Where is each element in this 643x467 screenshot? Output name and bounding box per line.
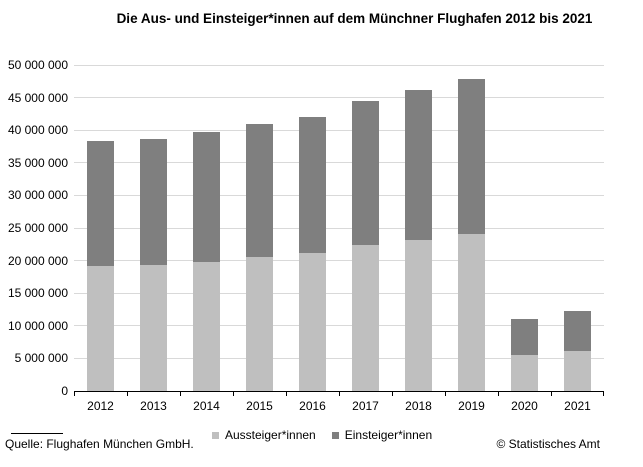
legend: Aussteiger*innen Einsteiger*innen (212, 428, 432, 442)
y-axis-tick-label: 20 000 000 (7, 253, 68, 268)
bar-segment-aussteiger (564, 350, 591, 391)
axis-tick-mark (74, 392, 75, 396)
chart-title: Die Aus- und Einsteiger*innen auf dem Mü… (116, 11, 593, 26)
y-axis-tick-label: 25 000 000 (7, 221, 68, 235)
gridline (74, 292, 604, 294)
bar-segment-aussteiger (299, 253, 326, 391)
legend-swatch-aussteiger (212, 431, 219, 439)
x-axis-tick-label: 2018 (405, 399, 432, 413)
y-axis-tick-label: 15 000 000 (7, 286, 68, 301)
x-axis-tick-label: 2012 (87, 399, 114, 413)
bar-segment-aussteiger (405, 240, 432, 391)
axis-tick-mark (603, 392, 604, 396)
axis-tick-mark (286, 392, 287, 396)
x-axis-tick-label: 2021 (564, 399, 591, 413)
gridline (74, 357, 604, 359)
legend-item-aussteiger: Aussteiger*innen (212, 428, 316, 442)
plot-area (74, 64, 604, 396)
y-axis: 0 5 000 000 10 000 000 15 000 000 20 000 000… (0, 58, 68, 398)
bar-segment-einsteiger (352, 100, 379, 245)
gridline (74, 64, 604, 66)
bar-segment-einsteiger (193, 132, 220, 262)
x-axis-tick-label: 2014 (193, 399, 220, 413)
source-separator-line (11, 433, 63, 434)
bar-segment-einsteiger (140, 139, 167, 266)
y-axis-tick-label: 45 000 000 (7, 90, 68, 105)
axis-tick-mark (498, 392, 499, 396)
gridline (74, 194, 604, 196)
axis-tick-mark (233, 392, 234, 396)
gridline (74, 227, 604, 229)
y-axis-tick-label: 35 000 000 (7, 155, 68, 170)
x-axis-tick-label: 2016 (299, 399, 326, 413)
axis-tick-mark (551, 392, 552, 396)
x-axis: 2012 2013 2014 2015 2016 2017 2018 2019 2020 2021 (74, 399, 604, 413)
legend-swatch-einsteiger (331, 431, 339, 439)
x-axis-tick-label: 2020 (511, 399, 538, 413)
x-axis-tick-label: 2019 (458, 399, 485, 413)
gridline (74, 97, 604, 99)
bar-segment-einsteiger (246, 124, 273, 258)
bar-segment-einsteiger (458, 78, 485, 234)
y-axis-tick-label: 10 000 000 (7, 318, 68, 333)
y-axis-tick-label: 30 000 000 (7, 188, 68, 203)
axis-tick-mark (180, 392, 181, 396)
bar-segment-aussteiger (352, 244, 379, 391)
gridline (74, 260, 604, 262)
bar-segment-einsteiger (564, 310, 591, 351)
bar-segment-aussteiger (140, 265, 167, 391)
legend-item-einsteiger: Einsteiger*innen (331, 428, 433, 442)
x-axis-tick-label: 2013 (140, 399, 167, 413)
bar-segment-einsteiger (405, 89, 432, 241)
bar-segment-aussteiger (87, 266, 114, 391)
axis-tick-mark (445, 392, 446, 396)
legend-label: Einsteiger*innen (344, 428, 433, 442)
bar-segment-einsteiger (511, 319, 538, 355)
axis-tick-mark (392, 392, 393, 396)
legend-label: Aussteiger*innen (225, 428, 316, 442)
bar-segment-aussteiger (458, 233, 485, 391)
y-axis-tick-label: 5 000 000 (14, 351, 68, 366)
bar-segment-aussteiger (511, 354, 538, 391)
gridline (74, 325, 604, 327)
copyright-note: © Statistisches Amt (496, 437, 600, 451)
axis-tick-mark (339, 392, 340, 396)
bar-segment-aussteiger (246, 257, 273, 391)
axis-tick-mark (127, 392, 128, 396)
x-axis-tick-label: 2015 (246, 399, 273, 413)
y-axis-tick-label: 50 000 000 (7, 58, 68, 72)
bar-segment-einsteiger (299, 116, 326, 254)
source-note: Quelle: Flughafen München GmbH. (5, 437, 194, 451)
gridline (74, 162, 604, 164)
gridline (74, 129, 604, 131)
y-axis-tick-label: 0 (61, 384, 68, 398)
x-axis-tick-label: 2017 (352, 399, 379, 413)
y-axis-tick-label: 40 000 000 (7, 123, 68, 138)
bar-segment-einsteiger (87, 141, 114, 267)
bar-segment-aussteiger (193, 261, 220, 391)
